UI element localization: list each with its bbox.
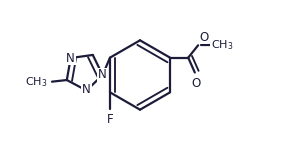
Text: CH$_3$: CH$_3$	[211, 38, 233, 52]
Text: N: N	[98, 69, 107, 81]
Text: CH$_3$: CH$_3$	[25, 75, 48, 88]
Text: O: O	[199, 31, 208, 44]
Text: F: F	[107, 113, 113, 126]
Text: N: N	[66, 52, 75, 64]
Text: N: N	[82, 83, 91, 96]
Text: O: O	[191, 77, 200, 90]
